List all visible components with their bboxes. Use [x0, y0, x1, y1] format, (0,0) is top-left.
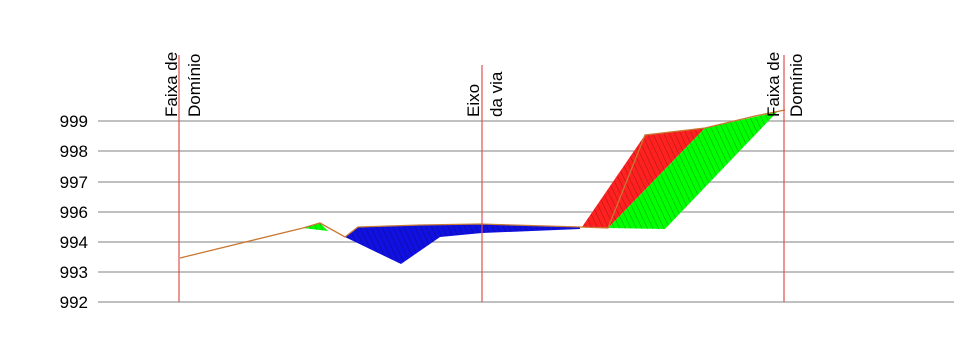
marker-label-faixa-dominio-right-line2: Domínio	[787, 54, 806, 117]
marker-label-faixa-dominio-left-line1: Faixa de	[162, 52, 181, 117]
y-tick-label: 999	[60, 112, 88, 131]
fill-area-red-hatch	[582, 128, 705, 228]
y-tick-label: 994	[60, 233, 88, 252]
fill-area-green-small-hatch	[303, 223, 328, 231]
terrain-profile-line	[179, 109, 786, 259]
y-tick-label: 998	[60, 142, 88, 161]
marker-label-faixa-dominio-right-line1: Faixa de	[764, 52, 783, 117]
vertical-markers	[178, 55, 785, 302]
y-tick-label: 997	[60, 173, 88, 192]
y-tick-label: 992	[60, 293, 88, 312]
marker-label-faixa-dominio-left-line2: Domínio	[185, 54, 204, 117]
y-tick-label: 993	[60, 263, 88, 282]
earthwork-areas	[303, 112, 777, 264]
marker-label-eixo-line2: da via	[487, 71, 506, 117]
marker-label-eixo-line1: Eixo	[464, 84, 483, 117]
fill-area-green-hatch	[608, 112, 777, 229]
grid-lines	[98, 120, 954, 303]
marker-labels: Faixa de Domínio Eixo da via Faixa de Do…	[162, 52, 806, 117]
fill-area-blue-hatch	[345, 224, 580, 264]
y-axis-labels: 999 998 997 996 994 993 992	[60, 112, 88, 312]
y-tick-label: 996	[60, 203, 88, 222]
